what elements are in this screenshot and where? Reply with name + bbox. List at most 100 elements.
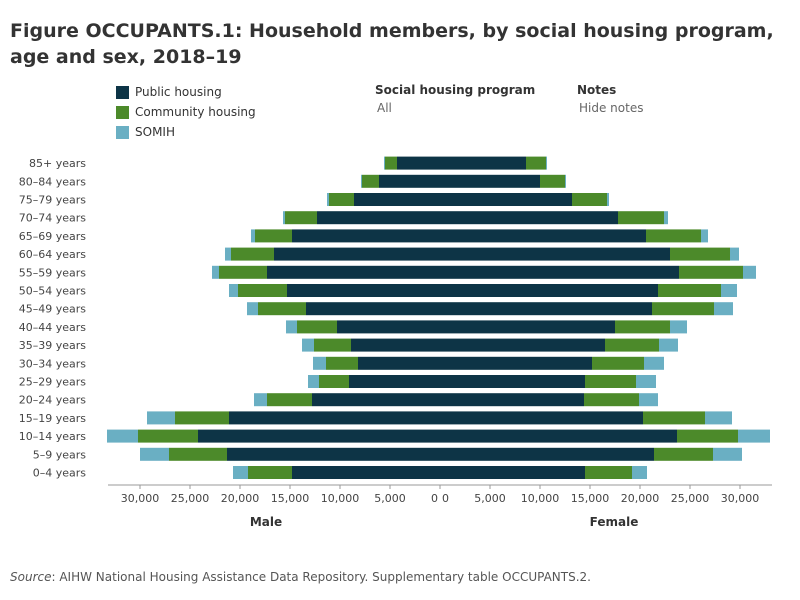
bar-female-somih-80-84-years[interactable] <box>565 174 566 188</box>
bar-female-community-housing-25-29-years[interactable] <box>585 375 636 388</box>
bar-female-somih-5-9-years[interactable] <box>713 447 742 461</box>
bar-male-somih-60-64-years[interactable] <box>225 247 231 261</box>
bar-female-community-housing-45-49-years[interactable] <box>652 302 714 316</box>
bar-male-somih-25-29-years[interactable] <box>308 375 319 388</box>
bar-male-community-housing-5-9-years[interactable] <box>169 447 227 461</box>
bar-male-somih-55-59-years[interactable] <box>212 265 219 279</box>
bar-female-public-housing-5-9-years[interactable] <box>440 447 654 461</box>
bar-male-community-housing-30-34-years[interactable] <box>326 356 358 370</box>
bar-female-somih-50-54-years[interactable] <box>721 284 737 297</box>
bar-female-public-housing-40-44-years[interactable] <box>440 320 615 334</box>
bar-female-somih-45-49-years[interactable] <box>714 302 733 316</box>
bar-female-public-housing-10-14-years[interactable] <box>440 429 677 443</box>
bar-female-community-housing-65-69-years[interactable] <box>646 229 701 243</box>
bar-female-public-housing-0-4-years[interactable] <box>440 466 585 479</box>
bar-female-public-housing-35-39-years[interactable] <box>440 338 605 352</box>
bar-female-public-housing-75-79-years[interactable] <box>440 193 572 206</box>
bar-male-somih-80-84-years[interactable] <box>361 174 362 188</box>
bar-female-community-housing-70-74-years[interactable] <box>618 211 664 225</box>
bar-female-public-housing-15-19-years[interactable] <box>440 411 643 425</box>
bar-male-public-housing-10-14-years[interactable] <box>198 429 440 443</box>
bar-female-somih-55-59-years[interactable] <box>743 265 756 279</box>
bar-male-community-housing-40-44-years[interactable] <box>297 320 337 334</box>
bar-male-community-housing-10-14-years[interactable] <box>138 429 198 443</box>
legend-item-public-housing[interactable]: Public housing <box>116 82 256 102</box>
bar-male-public-housing-30-34-years[interactable] <box>358 356 440 370</box>
bar-female-community-housing-55-59-years[interactable] <box>679 265 743 279</box>
bar-male-community-housing-25-29-years[interactable] <box>319 375 349 388</box>
bar-female-somih-40-44-years[interactable] <box>670 320 687 334</box>
bar-male-community-housing-60-64-years[interactable] <box>231 247 274 261</box>
bar-male-somih-40-44-years[interactable] <box>286 320 297 334</box>
bar-female-community-housing-80-84-years[interactable] <box>540 174 565 188</box>
bar-male-somih-70-74-years[interactable] <box>283 211 285 225</box>
bar-male-public-housing-15-19-years[interactable] <box>229 411 440 425</box>
bar-female-somih-25-29-years[interactable] <box>636 375 656 388</box>
bar-male-public-housing-0-4-years[interactable] <box>292 466 440 479</box>
program-filter-dropdown[interactable]: All <box>377 101 392 115</box>
bar-female-public-housing-45-49-years[interactable] <box>440 302 652 316</box>
bar-female-community-housing-5-9-years[interactable] <box>654 447 713 461</box>
bar-male-community-housing-75-79-years[interactable] <box>329 193 354 206</box>
bar-male-public-housing-60-64-years[interactable] <box>274 247 440 261</box>
bar-female-community-housing-30-34-years[interactable] <box>592 356 644 370</box>
bar-male-public-housing-35-39-years[interactable] <box>351 338 440 352</box>
bar-female-community-housing-60-64-years[interactable] <box>670 247 730 261</box>
bar-female-public-housing-60-64-years[interactable] <box>440 247 670 261</box>
bar-male-community-housing-85-years[interactable] <box>385 156 397 170</box>
bar-female-somih-65-69-years[interactable] <box>701 229 708 243</box>
bar-female-somih-60-64-years[interactable] <box>730 247 739 261</box>
bar-female-somih-75-79-years[interactable] <box>607 193 609 206</box>
bar-male-community-housing-15-19-years[interactable] <box>175 411 229 425</box>
bar-female-somih-20-24-years[interactable] <box>639 393 658 407</box>
bar-male-public-housing-20-24-years[interactable] <box>312 393 440 407</box>
bar-female-public-housing-30-34-years[interactable] <box>440 356 592 370</box>
bar-male-community-housing-55-59-years[interactable] <box>219 265 267 279</box>
bar-male-community-housing-45-49-years[interactable] <box>258 302 306 316</box>
bar-male-somih-10-14-years[interactable] <box>107 429 138 443</box>
bar-female-somih-85-years[interactable] <box>546 156 547 170</box>
bar-female-community-housing-0-4-years[interactable] <box>585 466 632 479</box>
bar-male-community-housing-20-24-years[interactable] <box>267 393 312 407</box>
bar-male-community-housing-65-69-years[interactable] <box>255 229 292 243</box>
bar-male-public-housing-85-years[interactable] <box>397 156 440 170</box>
bar-male-public-housing-80-84-years[interactable] <box>379 174 440 188</box>
bar-female-community-housing-75-79-years[interactable] <box>572 193 607 206</box>
bar-male-somih-75-79-years[interactable] <box>327 193 329 206</box>
bar-female-community-housing-10-14-years[interactable] <box>677 429 738 443</box>
bar-male-public-housing-65-69-years[interactable] <box>292 229 440 243</box>
bar-male-public-housing-55-59-years[interactable] <box>267 265 440 279</box>
bar-male-community-housing-50-54-years[interactable] <box>238 284 287 297</box>
bar-male-community-housing-70-74-years[interactable] <box>285 211 317 225</box>
bar-male-somih-65-69-years[interactable] <box>251 229 255 243</box>
bar-male-community-housing-35-39-years[interactable] <box>314 338 351 352</box>
bar-male-community-housing-80-84-years[interactable] <box>362 174 379 188</box>
notes-filter-dropdown[interactable]: Hide notes <box>579 101 644 115</box>
bar-male-somih-15-19-years[interactable] <box>147 411 175 425</box>
bar-female-community-housing-50-54-years[interactable] <box>658 284 721 297</box>
bar-female-community-housing-40-44-years[interactable] <box>615 320 670 334</box>
bar-female-public-housing-70-74-years[interactable] <box>440 211 618 225</box>
bar-female-community-housing-20-24-years[interactable] <box>584 393 639 407</box>
bar-female-public-housing-50-54-years[interactable] <box>440 284 658 297</box>
bar-female-somih-10-14-years[interactable] <box>738 429 770 443</box>
bar-male-somih-20-24-years[interactable] <box>254 393 267 407</box>
bar-male-somih-30-34-years[interactable] <box>313 356 326 370</box>
bar-male-somih-50-54-years[interactable] <box>229 284 238 297</box>
bar-male-somih-5-9-years[interactable] <box>140 447 169 461</box>
legend-item-somih[interactable]: SOMIH <box>116 122 256 142</box>
bar-female-somih-30-34-years[interactable] <box>644 356 664 370</box>
bar-male-public-housing-50-54-years[interactable] <box>287 284 440 297</box>
bar-female-somih-0-4-years[interactable] <box>632 466 647 479</box>
bar-female-community-housing-85-years[interactable] <box>526 156 546 170</box>
bar-male-community-housing-0-4-years[interactable] <box>248 466 292 479</box>
bar-female-public-housing-65-69-years[interactable] <box>440 229 646 243</box>
bar-male-public-housing-70-74-years[interactable] <box>317 211 440 225</box>
bar-female-somih-35-39-years[interactable] <box>659 338 678 352</box>
bar-female-public-housing-25-29-years[interactable] <box>440 375 585 388</box>
bar-male-somih-85-years[interactable] <box>384 156 385 170</box>
bar-male-public-housing-25-29-years[interactable] <box>349 375 440 388</box>
bar-female-public-housing-20-24-years[interactable] <box>440 393 584 407</box>
bar-female-somih-70-74-years[interactable] <box>664 211 668 225</box>
bar-female-public-housing-55-59-years[interactable] <box>440 265 679 279</box>
